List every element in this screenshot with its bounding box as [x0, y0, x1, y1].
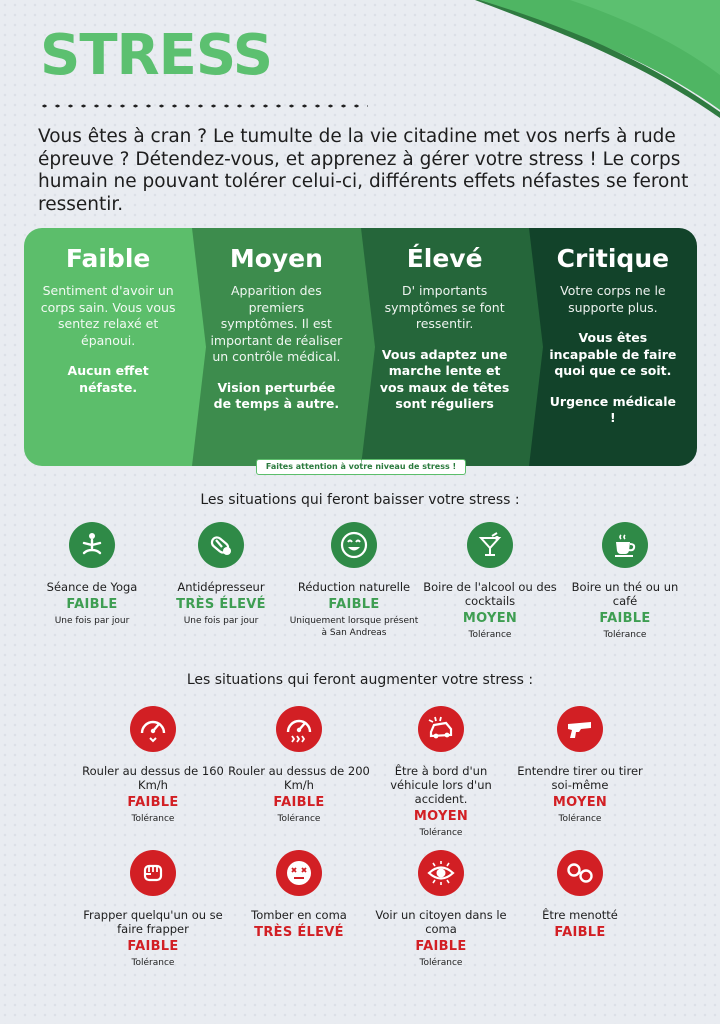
level-name: Moyen [229, 244, 323, 273]
intro-paragraph: Vous êtes à cran ? Le tumulte de la vie … [38, 126, 689, 215]
item-label: Séance de Yoga [46, 580, 138, 594]
level-effect: Vous êtes incapable de faire quoi que ce… [549, 330, 677, 378]
gun-icon [557, 706, 603, 752]
decrease-item-antidepresseur: Antidépresseur TRÈS ÉLEVÉ Une fois par j… [156, 522, 286, 642]
item-level: MOYEN [552, 795, 608, 810]
item-note: Tolérance [468, 630, 512, 640]
handcuffs-icon [557, 850, 603, 896]
level-name: Élevé [406, 244, 483, 273]
corner-swoosh-decoration [475, 0, 720, 118]
increase-item-200: Rouler au dessus de 200 Km/h FAIBLE Tolé… [226, 706, 372, 840]
increase-item-tirs: Entendre tirer ou tirer soi-même MOYEN T… [510, 706, 650, 840]
increase-item-160: Rouler au dessus de 160 Km/h FAIBLE Tolé… [80, 706, 226, 840]
fist-icon [130, 850, 176, 896]
chevron-shape [528, 228, 543, 466]
chevron-shape [192, 228, 207, 466]
level-effect: Vision perturbée de temps à autre. [213, 379, 340, 412]
item-level: FAIBLE [127, 795, 179, 810]
item-note: Tolérance [419, 828, 463, 838]
item-label: Rouler au dessus de 160 Km/h [82, 764, 224, 792]
level-description: Votre corps ne le supporte plus. [560, 283, 666, 315]
level-effect: Vous adaptez une marche lente et vos mau… [379, 346, 510, 412]
dotted-divider [38, 102, 368, 110]
decrease-item-alcool: Boire de l'alcool ou des cocktails MOYEN… [422, 522, 558, 642]
level-name: Faible [65, 244, 151, 273]
cocktail-icon [467, 522, 513, 568]
level-effect-urgent: Urgence médicale ! [549, 393, 676, 426]
item-note: Tolérance [603, 630, 647, 640]
car-crash-icon [418, 706, 464, 752]
item-label: Tomber en coma [251, 908, 347, 922]
item-level: FAIBLE [554, 925, 606, 940]
item-label: Frapper quelqu'un ou se faire frapper [83, 908, 223, 936]
level-card-moyen: Moyen Apparition des premiers symptômes.… [192, 228, 375, 466]
increase-item-citoyen-coma: Voir un citoyen dans le coma FAIBLE Tolé… [372, 850, 510, 970]
yoga-icon [69, 522, 115, 568]
level-card-eleve: Élevé D' importants symptômes se font re… [360, 228, 543, 466]
item-level: FAIBLE [415, 939, 467, 954]
cup-icon [602, 522, 648, 568]
item-level: TRÈS ÉLEVÉ [176, 597, 266, 612]
eye-icon [418, 850, 464, 896]
item-note: Tolérance [558, 814, 602, 824]
item-label: Boire de l'alcool ou des cocktails [423, 580, 557, 608]
decrease-item-reduction: Réduction naturelle FAIBLE Uniquement lo… [286, 522, 422, 642]
level-name: Critique [556, 244, 670, 273]
item-level: MOYEN [413, 809, 469, 824]
smile-icon [331, 522, 377, 568]
item-note: Tolérance [277, 814, 321, 824]
item-level: TRÈS ÉLEVÉ [254, 925, 344, 940]
item-label: Voir un citoyen dans le coma [375, 908, 507, 936]
dizzy-face-icon [276, 850, 322, 896]
decrease-item-the-cafe: Boire un thé ou un café FAIBLE Tolérance [558, 522, 692, 642]
item-note: Tolérance [419, 958, 463, 968]
item-note: Uniquement lorsque présent à San Andreas [289, 616, 419, 638]
decrease-grid: Séance de Yoga FAIBLE Une fois par jour … [28, 522, 692, 642]
decrease-item-yoga: Séance de Yoga FAIBLE Une fois par jour [28, 522, 156, 642]
item-level: FAIBLE [328, 597, 380, 612]
increase-grid-row-2: Frapper quelqu'un ou se faire frapper FA… [80, 850, 650, 970]
increase-item-frapper: Frapper quelqu'un ou se faire frapper FA… [80, 850, 226, 970]
item-level: FAIBLE [127, 939, 179, 954]
item-label: Être menotté [542, 908, 618, 922]
item-note: Une fois par jour [54, 616, 130, 626]
item-level: FAIBLE [273, 795, 325, 810]
increase-item-accident: Être à bord d'un véhicule lors d'un acci… [372, 706, 510, 840]
item-level: FAIBLE [599, 611, 651, 626]
item-label: Être à bord d'un véhicule lors d'un acci… [390, 764, 492, 806]
item-note: Tolérance [131, 814, 175, 824]
increase-section-title: Les situations qui feront augmenter votr… [186, 672, 534, 688]
item-label: Boire un thé ou un café [571, 580, 679, 608]
item-label: Rouler au dessus de 200 Km/h [228, 764, 370, 792]
item-note: Une fois par jour [183, 616, 259, 626]
level-description: Apparition des premiers symptômes. Il es… [210, 283, 343, 364]
item-level: MOYEN [462, 611, 518, 626]
level-description: Sentiment d'avoir un corps sain. Vous vo… [40, 283, 176, 348]
increase-grid-row-1: Rouler au dessus de 160 Km/h FAIBLE Tolé… [80, 706, 650, 840]
item-level: FAIBLE [66, 597, 118, 612]
increase-item-menotte: Être menotté FAIBLE [510, 850, 650, 970]
stress-levels-panel: Faible Sentiment d'avoir un corps sain. … [24, 228, 697, 466]
decrease-section-title: Les situations qui feront baisser votre … [200, 492, 520, 508]
speedometer-fast-icon [276, 706, 322, 752]
pill-icon [198, 522, 244, 568]
item-label: Réduction naturelle [297, 580, 411, 594]
level-description: D' importants symptômes se font ressenti… [384, 283, 505, 331]
level-card-critique: Critique Votre corps ne le supporte plus… [528, 228, 697, 466]
speedometer-icon [130, 706, 176, 752]
page-title: STRESS [40, 23, 273, 88]
item-label: Entendre tirer ou tirer soi-même [517, 764, 643, 792]
item-note: Tolérance [131, 958, 175, 968]
item-label: Antidépresseur [177, 580, 265, 594]
level-card-faible: Faible Sentiment d'avoir un corps sain. … [24, 228, 207, 466]
level-effect: Aucun effet néfaste. [67, 363, 149, 395]
chevron-shape [360, 228, 375, 466]
increase-item-coma: Tomber en coma TRÈS ÉLEVÉ [226, 850, 372, 970]
